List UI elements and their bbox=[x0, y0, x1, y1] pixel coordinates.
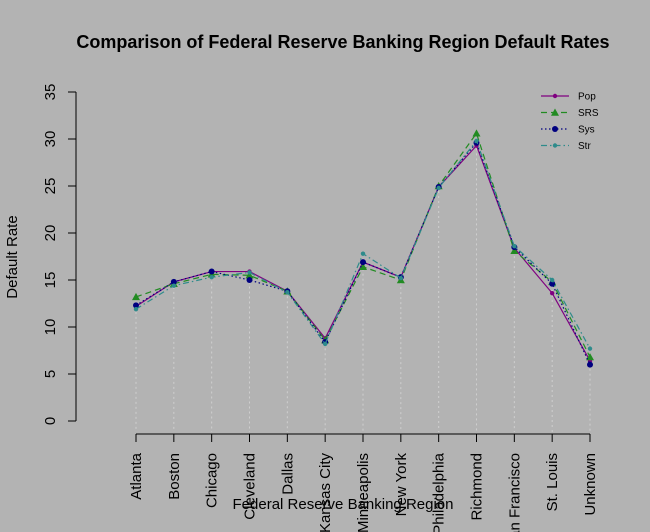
x-tick-label: Boston bbox=[166, 453, 183, 500]
series-line bbox=[135, 139, 591, 349]
data-point bbox=[133, 306, 139, 312]
y-tick-label: 35 bbox=[42, 84, 59, 101]
data-point bbox=[322, 341, 328, 347]
data-point bbox=[512, 243, 517, 249]
x-tick-label: Dallas bbox=[279, 453, 296, 495]
legend-label: SRS bbox=[578, 108, 599, 119]
legend-item: Pop bbox=[541, 92, 596, 103]
x-tick-label: Kansas City bbox=[317, 453, 334, 532]
x-tick-label: Minneapolis bbox=[355, 453, 372, 532]
data-point bbox=[549, 290, 555, 296]
y-tick-label: 15 bbox=[42, 272, 59, 289]
data-point bbox=[586, 353, 594, 361]
y-tick-label: 20 bbox=[42, 225, 59, 242]
y-tick-label: 30 bbox=[42, 131, 59, 148]
chart-title: Comparison of Federal Reserve Banking Re… bbox=[76, 32, 609, 52]
x-tick-label: Philadelphia bbox=[431, 452, 448, 532]
data-point bbox=[549, 277, 555, 283]
legend-item: SRS bbox=[541, 108, 599, 119]
x-tick-label: Chicago bbox=[204, 453, 221, 508]
x-tick-label: San Francisco bbox=[506, 453, 523, 532]
legend-item: Str bbox=[541, 141, 591, 152]
data-point bbox=[209, 274, 214, 280]
series-layer bbox=[132, 129, 594, 368]
drop-lines bbox=[135, 133, 591, 432]
data-point bbox=[245, 271, 254, 279]
series-line bbox=[135, 132, 591, 358]
y-axis-label: Default Rate bbox=[4, 215, 21, 298]
legend-label: Sys bbox=[578, 125, 595, 136]
y-tick-label: 0 bbox=[42, 417, 59, 425]
x-tick-label: St. Louis bbox=[544, 453, 561, 511]
legend-item: Sys bbox=[541, 125, 595, 136]
legend-marker bbox=[552, 93, 558, 99]
y-tick-label: 10 bbox=[42, 319, 59, 336]
data-point bbox=[398, 275, 404, 281]
data-point bbox=[549, 280, 556, 287]
y-tick-label: 25 bbox=[42, 178, 59, 195]
data-point bbox=[171, 283, 177, 288]
data-point bbox=[510, 246, 519, 255]
x-tick-label: Atlanta bbox=[128, 452, 145, 499]
x-tick-label: Richmond bbox=[469, 453, 486, 521]
y-axis: 0 5 10 15 20 25 30 35 bbox=[42, 84, 77, 425]
data-point bbox=[247, 270, 252, 275]
data-point bbox=[587, 346, 593, 351]
data-point bbox=[474, 138, 479, 144]
y-tick-label: 5 bbox=[42, 370, 59, 378]
x-tick-label: Unknown bbox=[582, 453, 599, 516]
data-point bbox=[587, 361, 593, 368]
legend-label: Str bbox=[578, 141, 591, 152]
data-point bbox=[436, 185, 441, 191]
legend-label: Pop bbox=[578, 92, 596, 103]
legend: Pop SRS Sys Str bbox=[541, 92, 599, 152]
data-point bbox=[472, 129, 481, 137]
legend-marker bbox=[552, 126, 558, 132]
data-point bbox=[246, 277, 253, 283]
data-point bbox=[170, 278, 177, 285]
data-point bbox=[133, 302, 139, 309]
x-axis: Atlanta Boston Chicago Cleveland Dallas Kansa… bbox=[128, 433, 599, 532]
x-tick-label: New York bbox=[393, 453, 410, 517]
series-str bbox=[133, 138, 593, 351]
data-point bbox=[359, 262, 367, 271]
data-point bbox=[360, 259, 366, 266]
legend-marker bbox=[552, 143, 558, 148]
data-point bbox=[360, 251, 366, 256]
x-axis-label: Federal Reserve Banking Region bbox=[233, 496, 454, 513]
data-point bbox=[285, 290, 290, 295]
data-point bbox=[132, 292, 140, 301]
data-point bbox=[208, 268, 215, 275]
legend-marker bbox=[551, 108, 559, 116]
x-tick-label: Cleveland bbox=[242, 453, 259, 520]
